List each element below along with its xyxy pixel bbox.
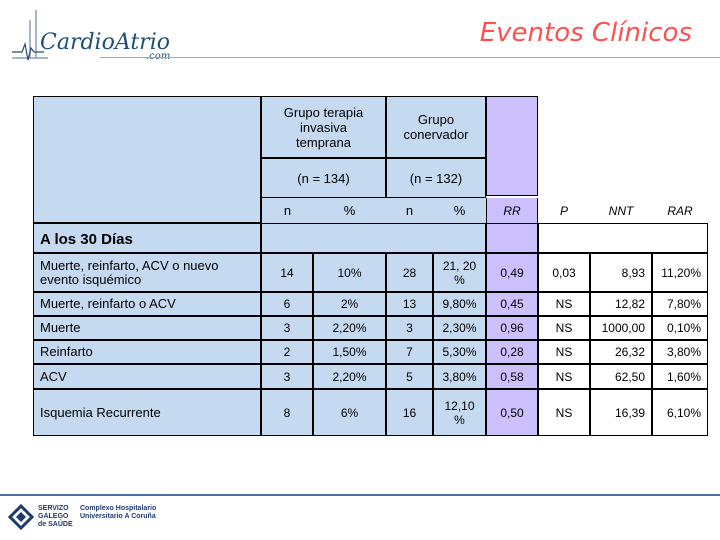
row-n2: 28 [386, 253, 433, 292]
row-n1: 14 [261, 253, 313, 292]
footer-divider [0, 494, 720, 496]
col-header-rr: RR [486, 198, 538, 223]
row-nnt: 1000,00 [590, 316, 652, 340]
section-fill-right [538, 223, 708, 253]
row-pct2: 3,80% [433, 364, 486, 389]
row-label: Muerte [33, 316, 261, 340]
col-header-n2: n [386, 198, 433, 223]
footer-org-primary: SERVIZO GALEGO de SAÚDE [38, 505, 73, 528]
row-pct1: 1,50% [313, 340, 386, 364]
row-rr: 0,49 [486, 253, 538, 292]
row-label: Muerte, reinfarto, ACV o nuevo evento is… [33, 253, 261, 292]
group1-n-label: (n = 134) [261, 158, 386, 198]
col-header-pct2: % [433, 198, 486, 223]
row-n1: 3 [261, 364, 313, 389]
row-rar: 6,10% [652, 389, 708, 436]
row-pct1: 10% [313, 253, 386, 292]
group2-header: Grupo conervador [386, 96, 486, 158]
row-p: 0,03 [538, 253, 590, 292]
header-divider [100, 57, 720, 58]
row-rar: 7,80% [652, 292, 708, 316]
row-n2: 16 [386, 389, 433, 436]
logo-subtext: .com [146, 51, 170, 62]
row-rar: 1,60% [652, 364, 708, 389]
row-nnt: 16,39 [590, 389, 652, 436]
col-header-rar: RAR [667, 203, 693, 218]
row-label: Reinfarto [33, 340, 261, 364]
logo: CardioAtrio [40, 30, 170, 55]
row-nnt: 8,93 [590, 253, 652, 292]
page-title: Eventos Clínicos [479, 18, 692, 48]
row-n1: 2 [261, 340, 313, 364]
row-n2: 13 [386, 292, 433, 316]
col-header-pct1: % [313, 198, 386, 223]
row-rr: 0,96 [486, 316, 538, 340]
row-pct2: 21, 20 % [433, 253, 486, 292]
row-n1: 6 [261, 292, 313, 316]
row-pct2: 5,30% [433, 340, 486, 364]
footer-org-secondary: Complexo Hospitalario Universitario A Co… [80, 505, 157, 520]
row-pct2: 9,80% [433, 292, 486, 316]
row-p: NS [538, 340, 590, 364]
row-p: NS [538, 316, 590, 340]
row-rr: 0,28 [486, 340, 538, 364]
header-lavender-cell [486, 96, 538, 196]
row-pct2: 2,30% [433, 316, 486, 340]
group2-n-label: (n = 132) [386, 158, 486, 198]
row-rar: 11,20% [652, 253, 708, 292]
row-rar: 3,80% [652, 340, 708, 364]
row-label: ACV [33, 364, 261, 389]
row-n1: 8 [261, 389, 313, 436]
row-rr: 0,45 [486, 292, 538, 316]
col-header-nnt: NNT [608, 203, 634, 218]
section-fill-rr [486, 223, 538, 253]
row-nnt: 62,50 [590, 364, 652, 389]
row-pct1: 2% [313, 292, 386, 316]
row-n2: 3 [386, 316, 433, 340]
col-header-n1: n [261, 198, 313, 223]
section-header: A los 30 Días [33, 223, 261, 253]
row-nnt: 12,82 [590, 292, 652, 316]
logo-ecg-icon [12, 10, 48, 61]
row-pct1: 6% [313, 389, 386, 436]
section-fill [261, 223, 486, 253]
row-nnt: 26,32 [590, 340, 652, 364]
row-label: Muerte, reinfarto o ACV [33, 292, 261, 316]
row-pct2: 12,10 % [433, 389, 486, 436]
table-corner-cell [33, 96, 261, 223]
row-p: NS [538, 389, 590, 436]
row-pct1: 2,20% [313, 316, 386, 340]
row-rr: 0,50 [486, 389, 538, 436]
group1-header: Grupo terapia invasiva temprana [261, 96, 386, 158]
row-label: Isquemia Recurrente [33, 389, 261, 436]
row-p: NS [538, 364, 590, 389]
row-pct1: 2,20% [313, 364, 386, 389]
col-header-p: P [559, 203, 568, 218]
row-p: NS [538, 292, 590, 316]
row-n1: 3 [261, 316, 313, 340]
sergas-logo-icon [8, 504, 34, 530]
row-rar: 0,10% [652, 316, 708, 340]
row-n2: 5 [386, 364, 433, 389]
row-n2: 7 [386, 340, 433, 364]
row-rr: 0,58 [486, 364, 538, 389]
